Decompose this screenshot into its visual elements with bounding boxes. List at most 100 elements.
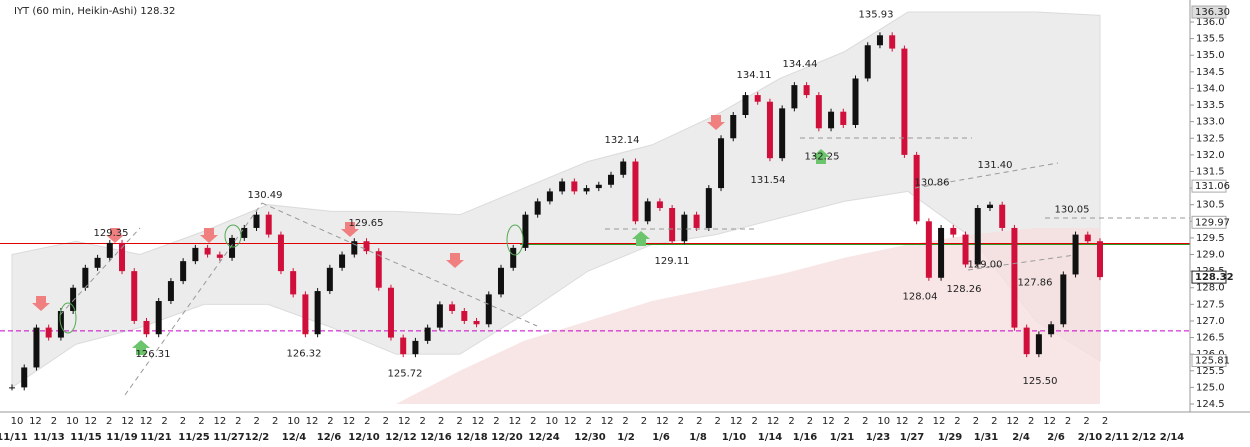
price-label-box xyxy=(1191,215,1227,229)
hour-label: 10 xyxy=(287,416,300,427)
y-tick-label: 134.5 xyxy=(1196,67,1225,78)
price-label: 131.06 xyxy=(1195,181,1230,192)
y-tick-label: 131.5 xyxy=(1196,166,1225,177)
candle-body xyxy=(155,301,162,335)
date-label: 1/31 xyxy=(974,432,999,443)
hour-label: 2 xyxy=(198,416,204,427)
candle-body xyxy=(669,208,676,242)
candle-body xyxy=(277,234,284,272)
candle-body xyxy=(986,204,993,209)
date-label: 2/14 xyxy=(1160,432,1185,443)
hour-label: 2 xyxy=(1065,416,1071,427)
hour-label: 10 xyxy=(11,416,24,427)
candle-body xyxy=(167,281,174,302)
candle-body xyxy=(290,271,297,295)
candle-body xyxy=(326,267,333,292)
hour-label: 12 xyxy=(896,416,909,427)
price-label-box xyxy=(1191,5,1227,19)
hour-label: 2 xyxy=(844,416,850,427)
date-label: 11/13 xyxy=(33,432,65,443)
candle-body xyxy=(143,320,150,335)
price-annotation: 134.11 xyxy=(737,70,772,81)
hour-label: 2 xyxy=(954,416,960,427)
hour-label: 2 xyxy=(180,416,186,427)
hour-label: 2 xyxy=(622,416,628,427)
candle-body xyxy=(534,201,541,215)
hour-label: 2 xyxy=(493,416,499,427)
price-annotation: 130.05 xyxy=(1055,205,1090,216)
y-tick-label: 129.5 xyxy=(1196,233,1225,244)
y-tick-label: 129.0 xyxy=(1196,250,1225,261)
hour-label: 2 xyxy=(327,416,333,427)
candle-body xyxy=(1035,334,1042,355)
candle-body xyxy=(620,161,627,175)
candle-body xyxy=(938,227,945,278)
hour-label: 2 xyxy=(51,416,57,427)
candle-body xyxy=(497,267,504,295)
candle-body xyxy=(889,35,896,49)
hour-label: 12 xyxy=(933,416,946,427)
date-label: 12/18 xyxy=(456,432,488,443)
date-label: 2/11 xyxy=(1105,432,1130,443)
candle-body xyxy=(265,214,272,235)
date-label: 11/25 xyxy=(178,432,210,443)
candle-body xyxy=(1084,234,1091,242)
candle-body xyxy=(571,181,578,192)
hour-label: 12 xyxy=(29,416,42,427)
hour-label: 2 xyxy=(383,416,389,427)
hour-label: 2 xyxy=(1028,416,1034,427)
candle-body xyxy=(791,85,798,109)
price-annotation: 125.72 xyxy=(388,368,423,379)
candle-body xyxy=(473,320,480,325)
price-label-box xyxy=(1191,179,1227,193)
candle-body xyxy=(229,237,236,258)
candle-body xyxy=(705,188,712,228)
hour-label: 2 xyxy=(530,416,536,427)
candle-body xyxy=(1011,227,1018,328)
candle-body xyxy=(510,247,517,268)
candle-body xyxy=(559,181,566,192)
hour-label: 10 xyxy=(66,416,79,427)
date-label: 2/6 xyxy=(1047,432,1065,443)
candle-body xyxy=(962,234,969,265)
candle-body xyxy=(119,242,126,272)
hour-label: 10 xyxy=(877,416,890,427)
hour-label: 2 xyxy=(807,416,813,427)
date-label: 12/10 xyxy=(348,432,380,443)
candle-body xyxy=(828,111,835,129)
candle-body xyxy=(1097,241,1103,278)
price-label: 125.81 xyxy=(1195,355,1230,366)
price-annotation: 130.49 xyxy=(248,190,283,201)
candle-body xyxy=(656,201,663,209)
date-label: 12/2 xyxy=(245,432,270,443)
hour-label: 2 xyxy=(254,416,260,427)
y-tick-label: 134.0 xyxy=(1196,83,1225,94)
candle-body xyxy=(608,174,615,185)
candle-body xyxy=(974,208,981,265)
price-annotation: 126.32 xyxy=(287,349,322,360)
candle-body xyxy=(106,242,113,258)
signal-arrows xyxy=(32,115,830,355)
price-annotation: 129.11 xyxy=(655,256,690,267)
date-label: 1/2 xyxy=(617,432,635,443)
price-label-box xyxy=(1191,270,1227,284)
price-label: 136.30 xyxy=(1195,7,1230,18)
date-label: 12/30 xyxy=(574,432,606,443)
date-label: 12/12 xyxy=(385,432,417,443)
hour-label: 2 xyxy=(456,416,462,427)
candle-body xyxy=(876,35,883,46)
chart-title: IYT (60 min, Heikin-Ashi) 128.32 xyxy=(14,6,175,17)
hour-label: 2 xyxy=(678,416,684,427)
date-label: 1/29 xyxy=(938,432,963,443)
price-annotation: 131.54 xyxy=(751,175,786,186)
date-label: 12/6 xyxy=(317,432,342,443)
candle-body xyxy=(852,78,859,125)
candle-body xyxy=(241,227,248,238)
candle-body xyxy=(925,221,932,278)
candle-body xyxy=(204,247,211,255)
average-area xyxy=(396,227,1100,404)
date-label: 2/4 xyxy=(1012,432,1030,443)
candle-body xyxy=(742,95,749,116)
candle-body xyxy=(779,108,786,159)
